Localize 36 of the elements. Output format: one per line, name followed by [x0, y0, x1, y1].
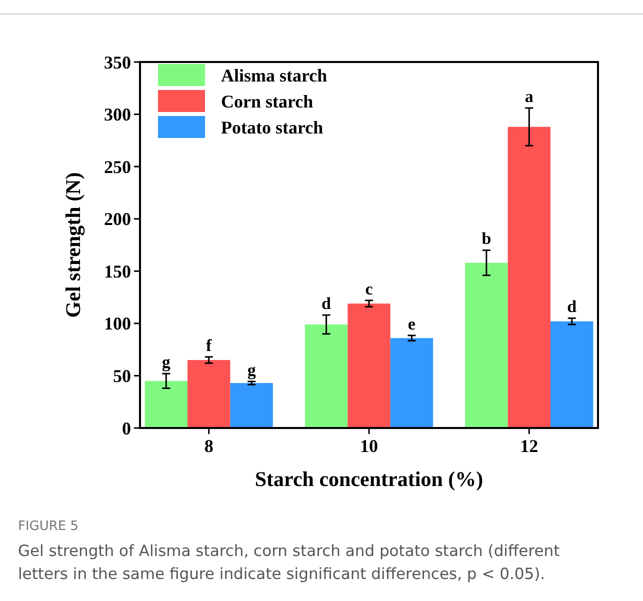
annotation: b	[482, 229, 492, 248]
caption: FIGURE 5	[18, 519, 79, 534]
bar	[188, 360, 230, 428]
x-tick-label: 12	[520, 436, 538, 456]
y-tick-label: 150	[104, 261, 131, 282]
y-tick-label: 100	[104, 314, 131, 334]
legend-label: Alisma starch	[221, 65, 328, 86]
bar	[230, 383, 273, 428]
x-tick-label: 10	[360, 436, 378, 456]
bar	[550, 321, 594, 428]
y-tick-label: 250	[104, 156, 131, 177]
x-tick-label: 8	[204, 436, 214, 456]
bar	[144, 380, 188, 428]
bar	[508, 126, 550, 428]
bar	[304, 324, 348, 428]
y-tick-label: 350	[104, 52, 131, 72]
annotation: c	[365, 279, 374, 298]
annotation: a	[524, 87, 534, 106]
y-tick-label: 200	[104, 209, 131, 230]
y-tick-label: 0	[122, 418, 131, 438]
annotation: g	[247, 360, 256, 380]
x-axis-title: Starch concentration (%)	[254, 467, 484, 491]
y-tick-label: 50	[113, 366, 131, 386]
annotation: d	[567, 297, 578, 316]
y-tick-label: 300	[104, 104, 131, 125]
bar	[465, 262, 508, 428]
annotation: g	[162, 352, 171, 372]
bar	[390, 338, 434, 428]
y-axis-title: Gel strength (N)	[61, 172, 85, 318]
text: Gel strength of Alisma starch, corn starch and potato starch (different letters in the same figure indicate significant differences, p < 0.05).	[18, 542, 560, 583]
bar	[348, 304, 390, 428]
annotation: e	[408, 314, 416, 334]
annotation: d	[322, 294, 332, 314]
annotation: f	[206, 336, 212, 355]
legend-label: Corn starch	[221, 91, 314, 112]
legend-label: Potato starch	[221, 117, 324, 138]
